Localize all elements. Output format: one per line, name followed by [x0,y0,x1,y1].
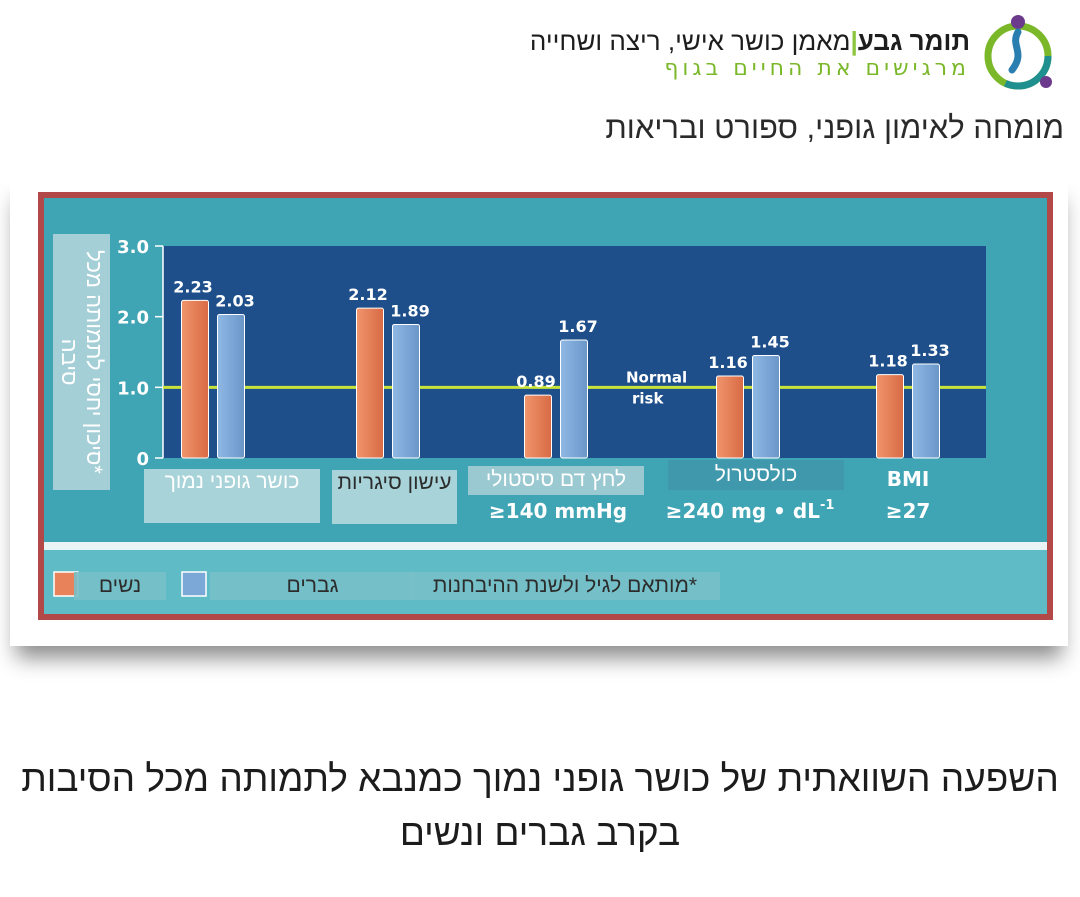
bar-value-label: 1.16 [708,353,747,372]
reference-line-label: Normal risk [626,368,687,407]
unit-superscript: -1 [820,498,834,513]
y-tick-label: 2.0 [117,308,149,329]
brand-description: מאמן כושר אישי, ריצה ושחייה [529,26,851,56]
category-label-blood-pressure: לחץ דם סיסטולי [468,466,644,495]
bar-value-label: 0.89 [516,372,555,391]
y-tick-label: 0 [136,449,149,470]
bar-value-label: 2.12 [348,285,387,304]
caption-line-1: השפעה השוואתית של כושר גופני נמוך כמנבא … [21,758,1059,799]
brand-separator: | [850,26,858,56]
figure-caption: השפעה השוואתית של כושר גופני נמוך כמנבא … [0,752,1080,860]
bar [217,314,245,459]
bar [356,307,384,459]
y-axis-label: *סיכון יחסי לתמותה מכל סיבה [56,250,107,474]
runner-logo-icon [984,15,1052,90]
category-subtitle: ≥240 mg • dL-1 [666,498,835,523]
bar [876,374,904,459]
legend-men-label: גברים [210,572,415,600]
bar-value-label: 2.23 [173,277,212,296]
legend-men-swatch [181,571,207,597]
bar [912,363,940,459]
legend-footnote: *מותאם לגיל ולשנת ההיבחנות [410,572,720,600]
reference-label-line-1: Normal [626,368,687,386]
bar-value-label: 1.45 [750,333,789,352]
bar-value-label: 2.03 [215,292,254,311]
bar [392,323,420,459]
category-label-low-fitness: כושר גופני נמוך [144,469,320,523]
y-tick-label: 1.0 [117,378,149,399]
brand-name: תומר גבע [857,26,970,56]
caption-line-2: בקרב גברים ונשים [399,812,681,853]
tagline: מרגישים את החיים בגוף [664,56,970,81]
chart-separator [44,542,1047,550]
brand-line: תומר גבע|מאמן כושר אישי, ריצה ושחייה [530,26,970,57]
bar [560,339,588,459]
bar [716,375,744,459]
bar-value-label: 1.33 [910,341,949,360]
bar-value-label: 1.67 [558,317,597,336]
bar-value-label: 1.89 [390,301,429,320]
category-label-bmi: BMI [887,467,930,491]
category-subtitle: ≥27 [886,499,931,523]
y-tick-label: 3.0 [117,237,149,258]
bar [752,355,780,459]
category-label-smoking: עישון סיגריות [332,470,457,524]
bar [524,394,552,459]
bar-value-label: 1.18 [868,352,907,371]
bar [181,299,209,459]
category-subtitle: ≥140 mmHg [489,499,627,523]
reference-label-line-2: risk [632,389,664,407]
y-axis-label-box: *סיכון יחסי לתמותה מכל סיבה [53,234,110,490]
page-subtitle: מומחה לאימון גופני, ספורט ובריאות [605,110,1064,145]
category-label-cholesterol: כולסטרול [668,460,844,490]
legend-women-label: נשים [74,572,166,600]
